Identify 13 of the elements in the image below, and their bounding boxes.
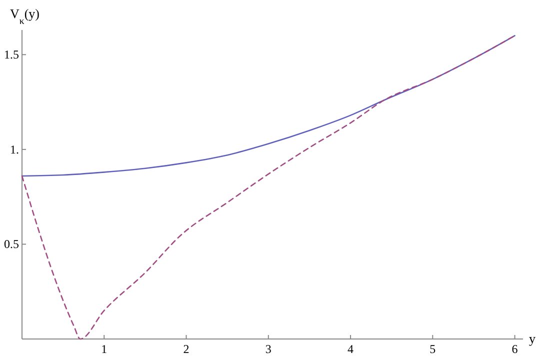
line-series <box>21 35 516 340</box>
y-tick-label: 0.5 <box>4 237 19 252</box>
x-axis-title: y <box>529 331 536 346</box>
x-tick-label: 1 <box>101 342 108 356</box>
x-tick-label: 4 <box>348 342 354 356</box>
y-axis-title: V$_{κ}$(y) <box>10 6 40 26</box>
x-tick-label: 3 <box>265 342 272 356</box>
y-tick-label: 1.5 <box>4 48 19 62</box>
x-tick-label: 6 <box>512 342 518 356</box>
y-tick-label: 1. <box>10 142 19 156</box>
line-series <box>21 35 516 177</box>
x-tick-label: 5 <box>430 342 436 356</box>
x-tick-label: 2 <box>183 342 190 356</box>
